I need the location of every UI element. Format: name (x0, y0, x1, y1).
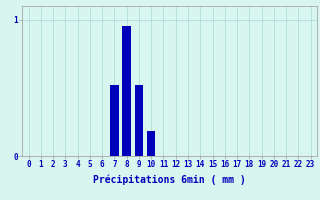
Bar (122, 26, 131, 156)
X-axis label: Précipitations 6min ( mm ): Précipitations 6min ( mm ) (93, 175, 246, 185)
Bar (110, 85, 119, 156)
Bar (135, 85, 143, 156)
Bar (147, 131, 156, 156)
